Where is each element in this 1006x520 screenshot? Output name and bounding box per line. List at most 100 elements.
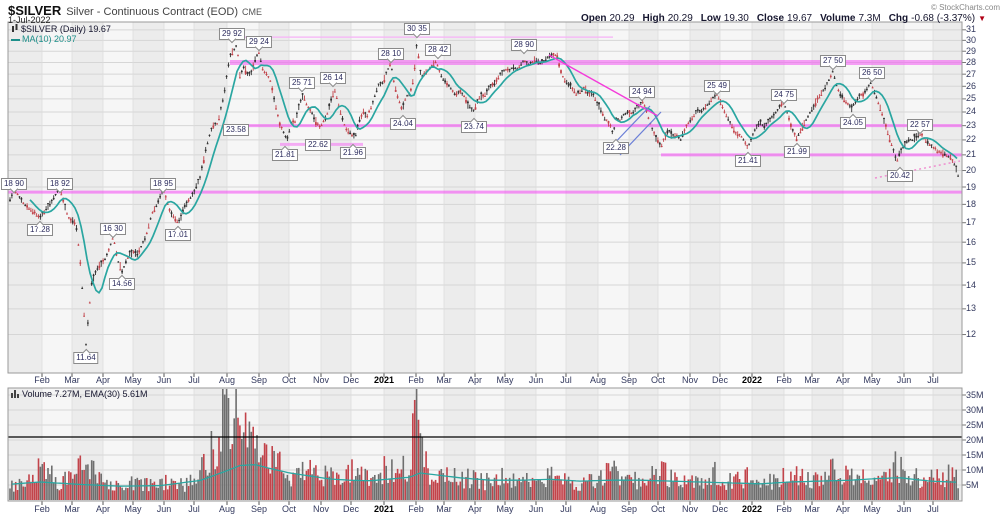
month-label: Mar <box>436 504 452 514</box>
month-label: Dec <box>711 504 729 514</box>
month-label: Apr <box>467 504 483 514</box>
month-label: Aug <box>589 504 607 514</box>
quote-label-low: Low <box>700 13 721 24</box>
month-label: Apr <box>835 375 851 385</box>
month-label: Dec <box>711 375 729 385</box>
month-label: Sep <box>250 375 268 385</box>
month-label: Apr <box>95 375 111 385</box>
price-annotation: 26.50 <box>858 67 886 83</box>
price-axis-tick: 22 <box>966 134 977 145</box>
price-annotation: 14.56 <box>108 274 136 290</box>
month-label: Jul <box>560 504 572 514</box>
month-label: Mar <box>804 504 820 514</box>
quote-label-chg: Chg <box>888 13 909 24</box>
price-annotation: 21.41 <box>734 151 762 167</box>
month-label: Jul <box>927 504 939 514</box>
month-label: Oct <box>281 504 297 514</box>
month-label: Feb <box>776 375 792 385</box>
quote-value-open: 20.29 <box>609 13 635 24</box>
quote-value-high: 20.29 <box>667 13 693 24</box>
month-label: Oct <box>281 375 297 385</box>
chart-date: 1-Jul-2022 <box>8 15 51 25</box>
month-label: 2021 <box>373 504 395 514</box>
month-label: Jul <box>188 504 200 514</box>
month-label: Oct <box>650 375 666 385</box>
month-label: May <box>863 375 881 385</box>
volume-axis-tick: 10M <box>966 464 984 475</box>
price-axis-tick: 23 <box>966 120 977 131</box>
copyright: © StockCharts.com <box>930 3 1000 12</box>
month-label: Dec <box>342 504 360 514</box>
price-legend-label: $SILVER (Daily) 19.67 <box>21 24 111 34</box>
month-label: Dec <box>342 375 360 385</box>
month-label: May <box>863 504 881 514</box>
month-label: Apr <box>835 504 851 514</box>
month-label: Jun <box>156 504 172 514</box>
month-label: Jul <box>560 375 572 385</box>
month-label: Nov <box>681 375 699 385</box>
month-label: Mar <box>64 375 80 385</box>
month-label: Jun <box>156 375 172 385</box>
price-axis-tick: 17 <box>966 217 977 228</box>
quote-label-open: Open <box>580 13 607 24</box>
price-annotation: 28.10 <box>377 48 405 64</box>
price-annotation: 18.90 <box>0 178 28 194</box>
volume-axis-tick: 5M <box>966 479 979 490</box>
price-axis-tick: 27 <box>966 68 977 79</box>
volume-axis-tick: 15M <box>966 449 984 460</box>
price-annotation: 27.50 <box>819 55 847 71</box>
quote-bar: Open 20.29 High 20.29 Low 19.30 Close 19.67 Volu… <box>573 13 986 24</box>
volume-legend-label: Volume 7.27M, EMA(30) 5.61M <box>22 389 148 399</box>
month-label: Jul <box>188 375 200 385</box>
price-annotation: 29.92 <box>218 28 246 44</box>
month-label: Jun <box>528 504 544 514</box>
price-annotation: 26.14 <box>319 72 347 88</box>
price-axis-tick: 14 <box>966 279 977 290</box>
price-annotation: 24.75 <box>770 89 798 105</box>
volume-axis-tick: 25M <box>966 419 984 430</box>
month-label: Jun <box>896 504 912 514</box>
quote-value-low: 19.30 <box>723 13 749 24</box>
price-annotation: 24.04 <box>389 114 417 130</box>
month-label: Feb <box>34 504 50 514</box>
quote-value-close: 19.67 <box>787 13 813 24</box>
quote-value-chg: -0.68 (-3.37%) <box>911 13 976 24</box>
month-label: Jun <box>528 375 544 385</box>
price-annotation: 21.99 <box>783 142 811 158</box>
price-annotation: 28.90 <box>510 39 538 55</box>
change-down-triangle-icon: ▼ <box>978 14 986 23</box>
price-axis-tick: 26 <box>966 80 977 91</box>
price-annotation: 23.58 <box>222 124 250 136</box>
month-label: Apr <box>95 504 111 514</box>
price-annotation: 11.64 <box>73 348 99 364</box>
volume-legend: Volume 7.27M, EMA(30) 5.61M <box>11 389 148 400</box>
price-annotation: 17.01 <box>164 225 192 241</box>
month-label: Mar <box>804 375 820 385</box>
month-label: Aug <box>218 375 236 385</box>
price-axis-tick: 19 <box>966 181 977 192</box>
month-label: Sep <box>620 504 638 514</box>
ma-line-swatch <box>11 38 20 41</box>
price-annotation: 21.81 <box>271 145 299 161</box>
price-axis-tick: 30 <box>966 34 977 45</box>
price-legend: $SILVER (Daily) 19.67 <box>11 24 111 35</box>
month-label: Oct <box>650 504 666 514</box>
price-axis-tick: 24 <box>966 106 977 117</box>
price-axis-tick: 18 <box>966 198 977 209</box>
month-label: Nov <box>312 504 330 514</box>
price-annotation: 25.71 <box>288 77 316 93</box>
volume-axis-tick: 20M <box>966 434 984 445</box>
price-axis-tick: 13 <box>966 303 977 314</box>
month-label: Apr <box>467 375 483 385</box>
month-label: 2022 <box>741 375 763 385</box>
month-label: May <box>496 375 514 385</box>
price-annotation: 17.28 <box>26 220 54 236</box>
month-label: Nov <box>681 504 699 514</box>
instrument-name: Silver - Continuous Contract (EOD) <box>66 6 238 18</box>
price-annotation: 24.94 <box>628 86 656 102</box>
price-annotation: 30.35 <box>403 23 431 39</box>
month-label: 2021 <box>373 375 395 385</box>
month-label: Feb <box>776 504 792 514</box>
